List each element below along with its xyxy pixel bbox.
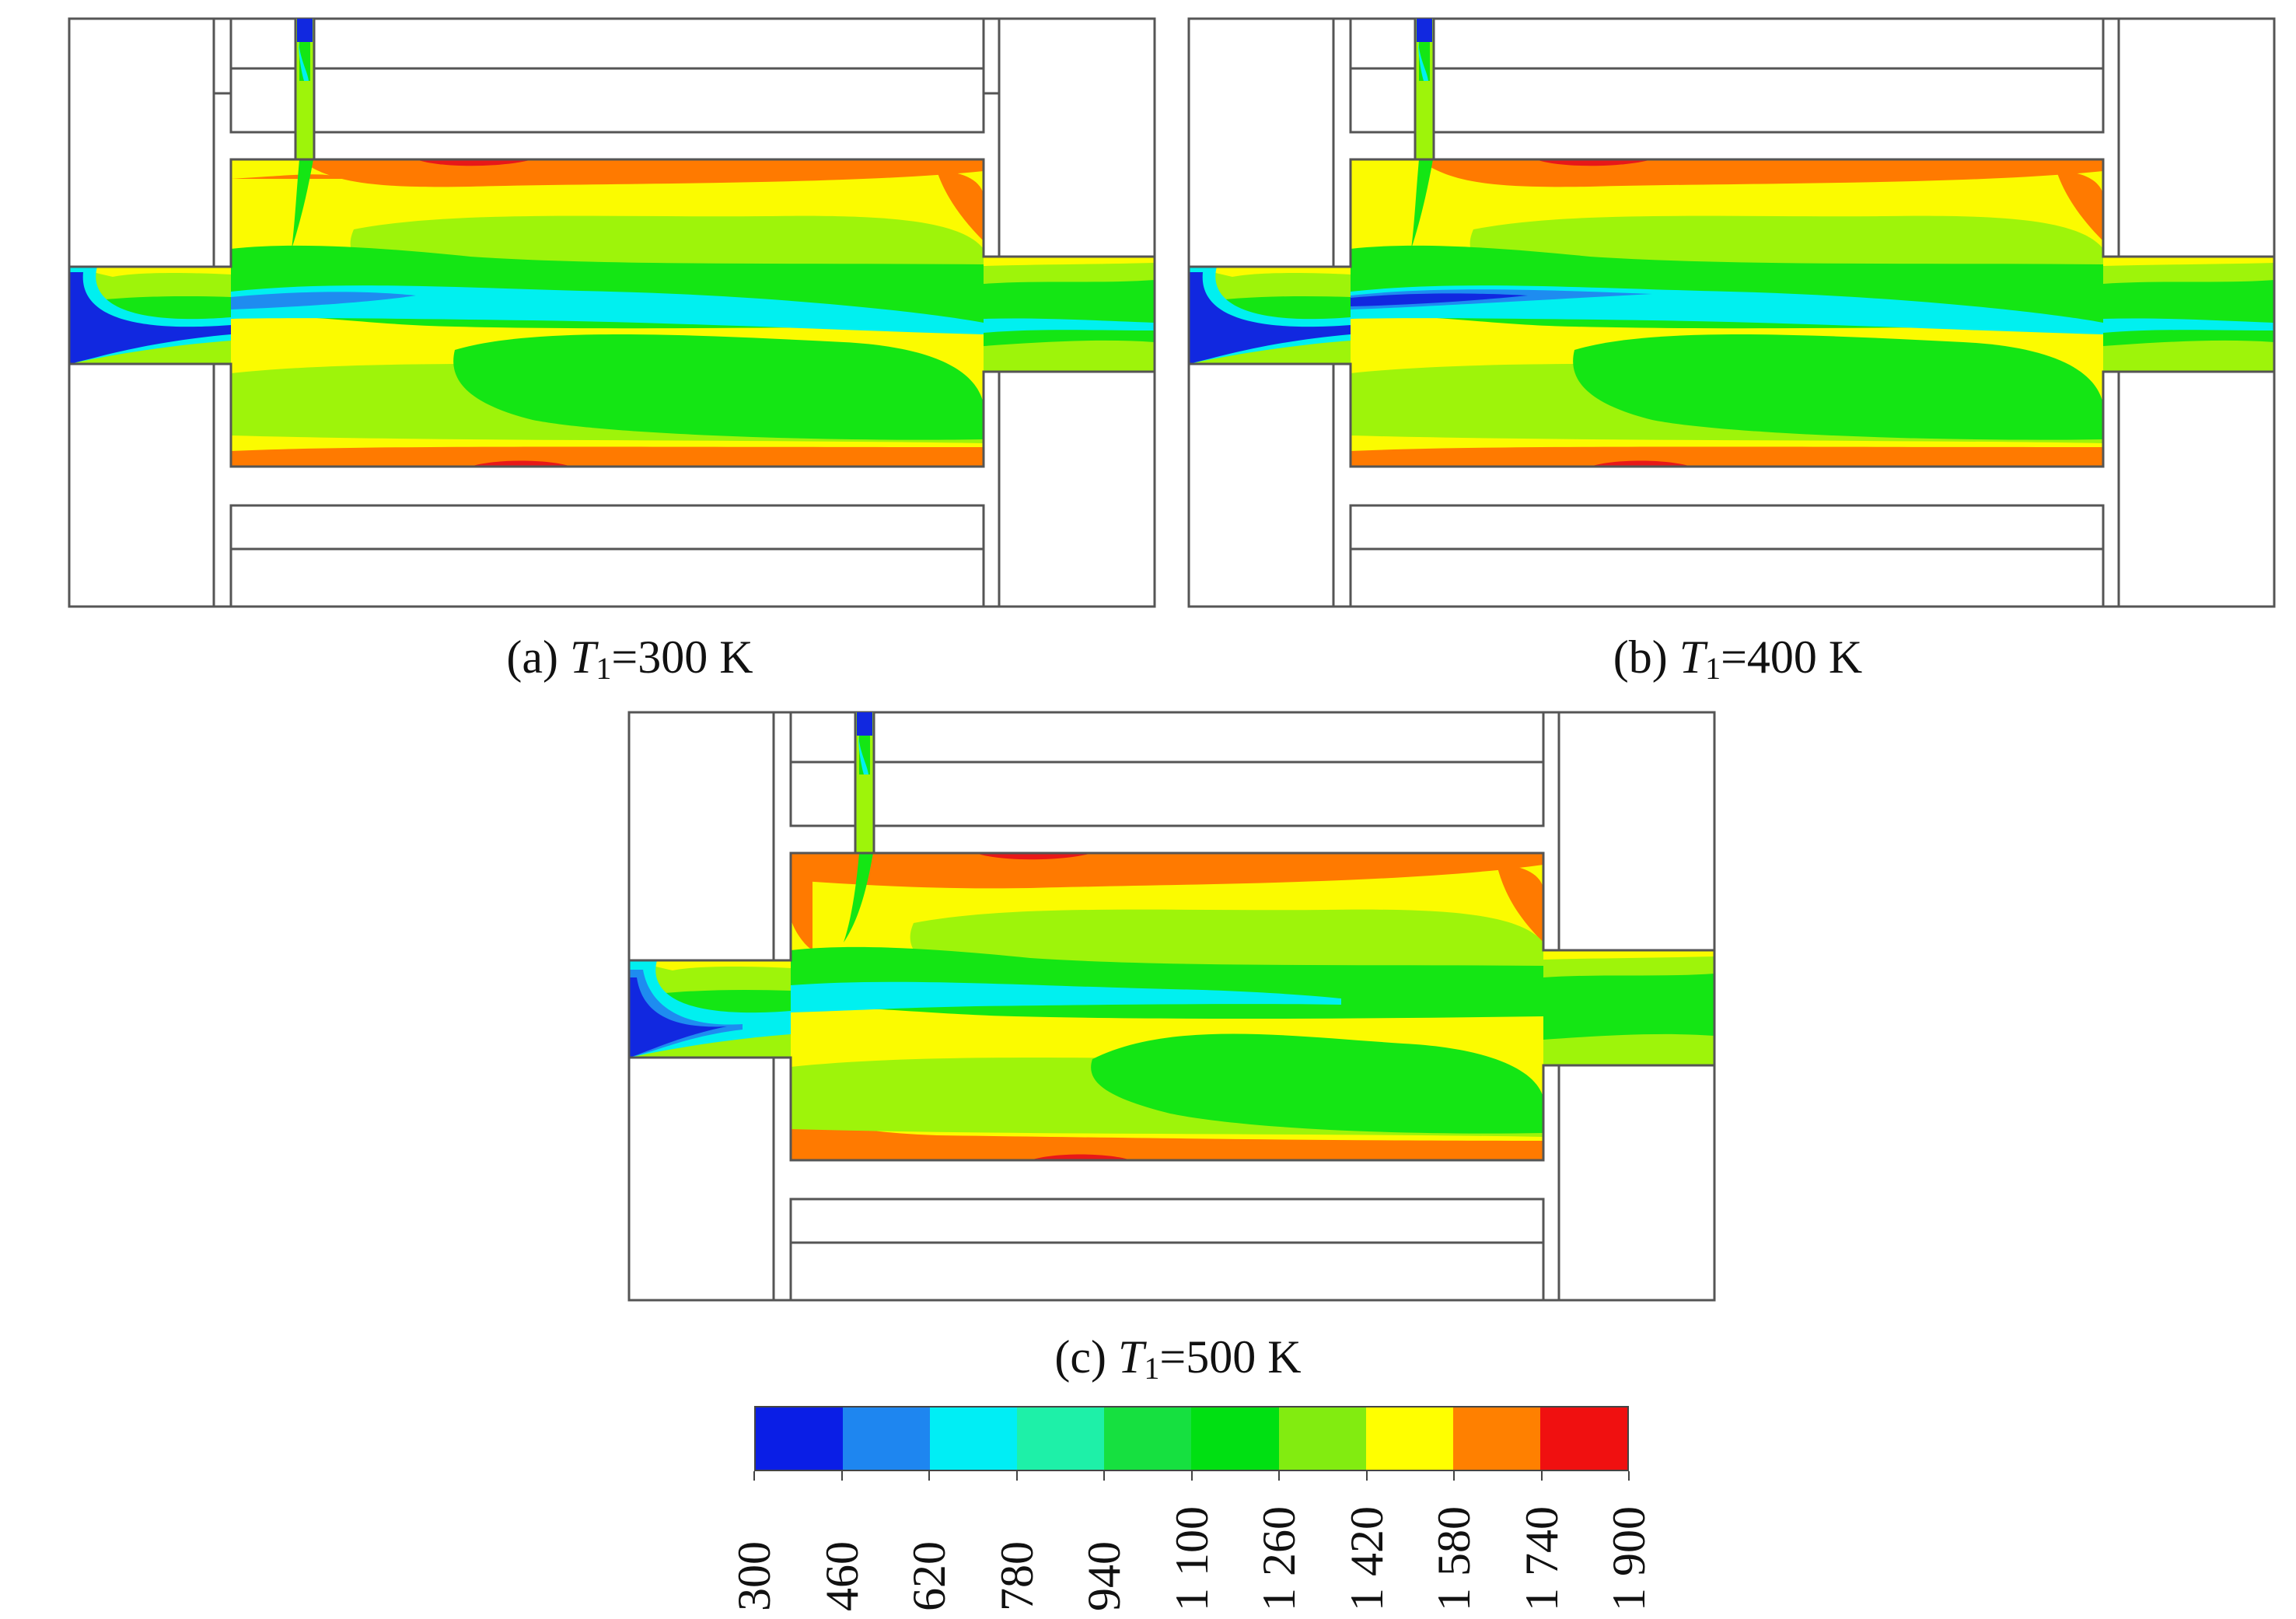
colorbar-swatch — [1104, 1407, 1192, 1470]
fuel-injector — [292, 19, 314, 249]
caption-b: (b) T1=400 K — [1613, 631, 1863, 686]
colorbar-tick-mark — [1278, 1471, 1280, 1481]
colorbar-tick-mark — [753, 1471, 755, 1481]
colorbar-tick-label: 460 — [816, 1541, 868, 1611]
colorbar-swatch — [756, 1407, 844, 1470]
colorbar-tick-mark — [1540, 1471, 1543, 1481]
caption-c: (c) T1=500 K — [1054, 1331, 1302, 1386]
colorbar-swatch — [1539, 1407, 1627, 1470]
outlet-right — [984, 257, 1155, 372]
colorbar-tick-mark — [1190, 1471, 1193, 1481]
colorbar-swatch — [1017, 1407, 1105, 1470]
frame-outline — [68, 17, 1156, 608]
colorbar-tick-label: 620 — [903, 1541, 955, 1611]
colorbar-swatch — [843, 1407, 931, 1470]
colorbar-tick-mark — [1453, 1471, 1455, 1481]
colorbar-tick-label: 1 580 — [1428, 1506, 1480, 1611]
inlet-left — [1189, 267, 1351, 364]
outlet-right — [2103, 257, 2274, 372]
fuel-injector — [844, 712, 874, 942]
fuel-injector — [1411, 19, 1434, 249]
colorbar-tick-mark — [1365, 1471, 1368, 1481]
colorbar-tick-label: 780 — [991, 1541, 1043, 1611]
inlet-left — [69, 267, 231, 364]
temperature-colorbar — [754, 1406, 1629, 1471]
temperature-field — [231, 159, 984, 467]
chamber-outline — [627, 712, 1716, 1162]
colorbar-swatch — [930, 1407, 1018, 1470]
contour-panel-c — [627, 711, 1716, 1302]
contour-panel-a — [68, 17, 1156, 608]
colorbar-tick-label: 1 740 — [1515, 1506, 1567, 1611]
colorbar-tick-mark — [1628, 1471, 1630, 1481]
temperature-field — [1351, 159, 2103, 467]
colorbar-tick-label: 1 100 — [1165, 1506, 1218, 1611]
colorbar-tick-label: 1 260 — [1253, 1506, 1305, 1611]
colorbar-swatch — [1191, 1407, 1279, 1470]
colorbar-tick-label: 1 900 — [1603, 1506, 1655, 1611]
chamber-outline — [68, 19, 1156, 468]
colorbar-swatch — [1452, 1407, 1540, 1470]
outlet-right — [1543, 950, 1714, 1065]
colorbar-tick-label: 940 — [1078, 1541, 1130, 1611]
colorbar-swatch — [1365, 1407, 1453, 1470]
colorbar-tick-label: 1 420 — [1340, 1506, 1393, 1611]
frame-outline — [1187, 17, 2276, 608]
colorbar-tick-mark — [1015, 1471, 1018, 1481]
caption-a: (a) T1=300 K — [506, 631, 753, 686]
colorbar-tick-label: 300 — [729, 1541, 780, 1611]
colorbar-tick-mark — [928, 1471, 930, 1481]
colorbar-tick-mark — [1103, 1471, 1105, 1481]
contour-panel-b — [1187, 17, 2276, 608]
temperature-field — [791, 853, 1543, 1160]
inlet-left — [629, 960, 791, 1058]
chamber-outline — [1187, 19, 2276, 468]
colorbar-tick-mark — [840, 1471, 843, 1481]
colorbar-swatch — [1278, 1407, 1366, 1470]
